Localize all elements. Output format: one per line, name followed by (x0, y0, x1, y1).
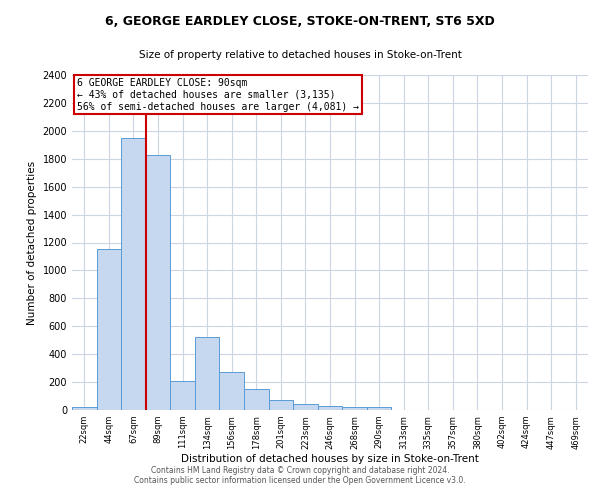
Bar (121, 138, 146, 410)
Text: 6, GEORGE EARDLEY CLOSE, STOKE-ON-TRENT, ST6 5XD: 6, GEORGE EARDLEY CLOSE, STOKE-ON-TRENT,… (105, 15, 495, 28)
Bar (342, 407, 367, 410)
Bar (367, 407, 391, 410)
Bar (170, 380, 195, 410)
Bar (146, 154, 170, 410)
Y-axis label: Number of detached properties: Number of detached properties (27, 160, 37, 324)
Text: Size of property relative to detached houses in Stoke-on-Trent: Size of property relative to detached ho… (139, 50, 461, 60)
Text: Contains HM Land Registry data © Crown copyright and database right 2024.
Contai: Contains HM Land Registry data © Crown c… (134, 466, 466, 485)
Bar (244, 389, 269, 410)
Bar (318, 406, 342, 410)
Bar (97, 250, 121, 410)
Text: 6 GEORGE EARDLEY CLOSE: 90sqm
← 43% of detached houses are smaller (3,135)
56% o: 6 GEORGE EARDLEY CLOSE: 90sqm ← 43% of d… (77, 78, 359, 112)
X-axis label: Distribution of detached houses by size in Stoke-on-Trent: Distribution of detached houses by size … (181, 454, 479, 464)
Bar (195, 338, 220, 410)
Bar (269, 400, 293, 410)
Bar (293, 404, 318, 410)
Bar (72, 407, 97, 410)
Bar (220, 372, 244, 410)
